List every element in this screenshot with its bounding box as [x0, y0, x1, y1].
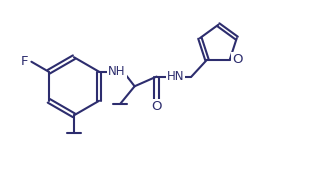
Text: F: F	[20, 55, 28, 68]
Text: NH: NH	[108, 65, 126, 78]
Text: O: O	[151, 100, 162, 113]
Text: HN: HN	[167, 70, 184, 83]
Text: O: O	[233, 53, 243, 66]
